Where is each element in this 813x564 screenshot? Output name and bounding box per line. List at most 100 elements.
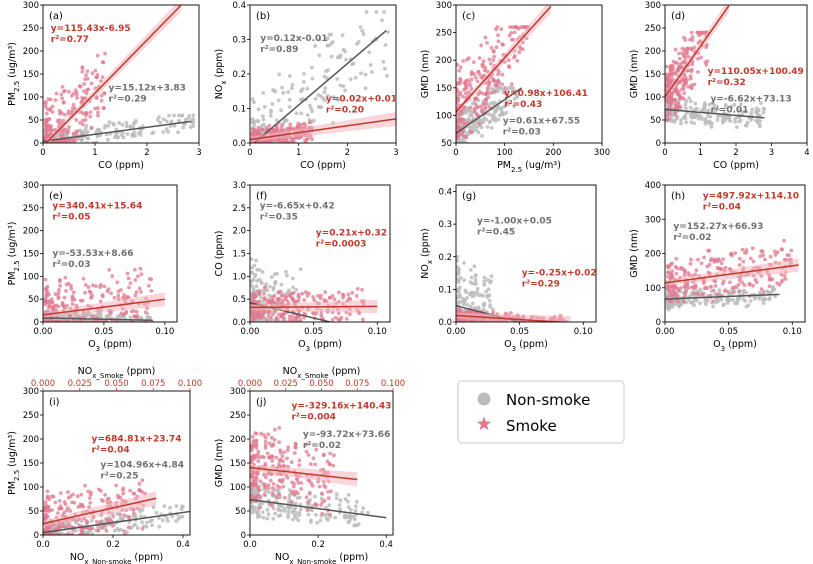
- smoke-point: [75, 96, 79, 100]
- smoke-point: [54, 533, 59, 535]
- nonsmoke-point: [329, 54, 334, 59]
- nonsmoke-point: [290, 86, 294, 91]
- nonsmoke-point: [383, 66, 387, 71]
- smoke-point: [262, 482, 267, 487]
- smoke-point: [751, 283, 755, 288]
- smoke-point: [58, 533, 62, 535]
- smoke-point: [723, 265, 728, 270]
- nonsmoke-point: [754, 106, 759, 111]
- smoke-points-c: [456, 25, 531, 140]
- smoke-point: [73, 88, 78, 93]
- smoke-point: [688, 261, 693, 266]
- smoke-point: [99, 320, 104, 322]
- smoke-point: [70, 106, 75, 111]
- nonsmoke-point: [731, 298, 735, 302]
- nonsmoke-point: [287, 496, 292, 500]
- smoke-point: [295, 477, 300, 482]
- smoke-point: [45, 489, 50, 494]
- smoke-point: [696, 257, 700, 262]
- smoke-point: [491, 48, 496, 53]
- smoke-point: [137, 286, 142, 291]
- smoke-point: [85, 520, 90, 525]
- smoke-point: [270, 504, 275, 508]
- smoke-point: [775, 250, 780, 255]
- nonsmoke-point: [716, 114, 721, 119]
- smoke-point: [94, 284, 98, 288]
- nonsmoke-point: [129, 525, 134, 530]
- nonsmoke-point: [346, 493, 351, 497]
- smoke-point: [62, 500, 67, 504]
- nonsmoke-point: [699, 108, 704, 113]
- smoke-point: [682, 97, 686, 101]
- nonsmoke-point: [269, 275, 274, 280]
- nonsmoke-point: [687, 96, 692, 100]
- smoke-point: [501, 43, 506, 47]
- nonsmoke-equation-e: y=-53.53x+8.66: [52, 249, 133, 259]
- nonsmoke-point: [462, 298, 467, 303]
- smoke-point: [270, 312, 275, 317]
- smoke-point: [304, 495, 309, 500]
- smoke-point: [696, 56, 700, 61]
- nonsmoke-point: [176, 516, 181, 521]
- nonsmoke-point: [697, 113, 701, 118]
- smoke-point: [332, 453, 336, 458]
- y-tick-label: 0.0: [438, 318, 452, 328]
- nonsmoke-point: [710, 121, 714, 126]
- smoke-point: [300, 291, 305, 296]
- smoke-point: [503, 86, 507, 90]
- smoke-point: [519, 25, 523, 29]
- nonsmoke-point: [317, 53, 322, 58]
- nonsmoke-point: [734, 125, 739, 129]
- smoke-point: [278, 450, 283, 455]
- nonsmoke-point: [353, 504, 358, 509]
- smoke-point: [308, 462, 313, 466]
- smoke-point: [686, 271, 691, 276]
- nonsmoke-point: [715, 107, 720, 112]
- nonsmoke-point: [385, 73, 389, 78]
- nonsmoke-point: [492, 100, 497, 105]
- nonsmoke-point: [470, 281, 475, 286]
- nonsmoke-point: [721, 115, 726, 119]
- smoke-point: [316, 294, 320, 298]
- smoke-point: [779, 280, 784, 284]
- smoke-point: [472, 107, 477, 112]
- x-tick-label: 0.05: [304, 327, 323, 337]
- y-tick-label: 0: [656, 318, 661, 328]
- nonsmoke-point: [279, 108, 283, 113]
- smoke-point: [312, 298, 317, 303]
- smoke-point: [669, 262, 673, 267]
- nonsmoke-point: [293, 501, 298, 506]
- nonsmoke-point: [457, 285, 462, 290]
- smoke-point: [302, 298, 307, 302]
- x-tick-label: 2: [345, 148, 350, 158]
- smoke-point: [84, 320, 89, 322]
- smoke-point: [48, 320, 52, 322]
- nonsmoke-point: [759, 101, 763, 105]
- nonsmoke-equation-j: y=-93.72x+73.66: [303, 430, 390, 440]
- nonsmoke-point: [497, 113, 502, 118]
- y-tick-label: 400: [645, 181, 661, 191]
- smoke-point: [266, 432, 271, 437]
- nonsmoke-point: [107, 120, 112, 124]
- smoke-point: [330, 317, 335, 322]
- x-tick-label: 0.4: [379, 540, 393, 550]
- smoke-point: [707, 248, 712, 253]
- smoke-point: [723, 288, 728, 293]
- smoke-point: [692, 291, 697, 296]
- smoke-point: [515, 58, 520, 63]
- nonsmoke-r2-a: r²=0.29: [109, 95, 147, 105]
- smoke-point: [328, 462, 332, 467]
- smoke-equation-e: y=340.41x+15.64: [52, 201, 142, 211]
- smoke-fit-line-d: [665, 5, 730, 98]
- smoke-point: [253, 316, 257, 321]
- smoke-point: [86, 87, 91, 92]
- nonsmoke-point: [294, 287, 299, 292]
- nonsmoke-point: [386, 30, 390, 34]
- y-tick-label: 0.4: [438, 188, 452, 198]
- smoke-point: [304, 449, 309, 454]
- smoke-point: [512, 30, 517, 35]
- smoke-point: [292, 299, 297, 304]
- smoke-point: [102, 91, 107, 96]
- smoke-point: [250, 132, 255, 137]
- smoke-point: [128, 281, 133, 286]
